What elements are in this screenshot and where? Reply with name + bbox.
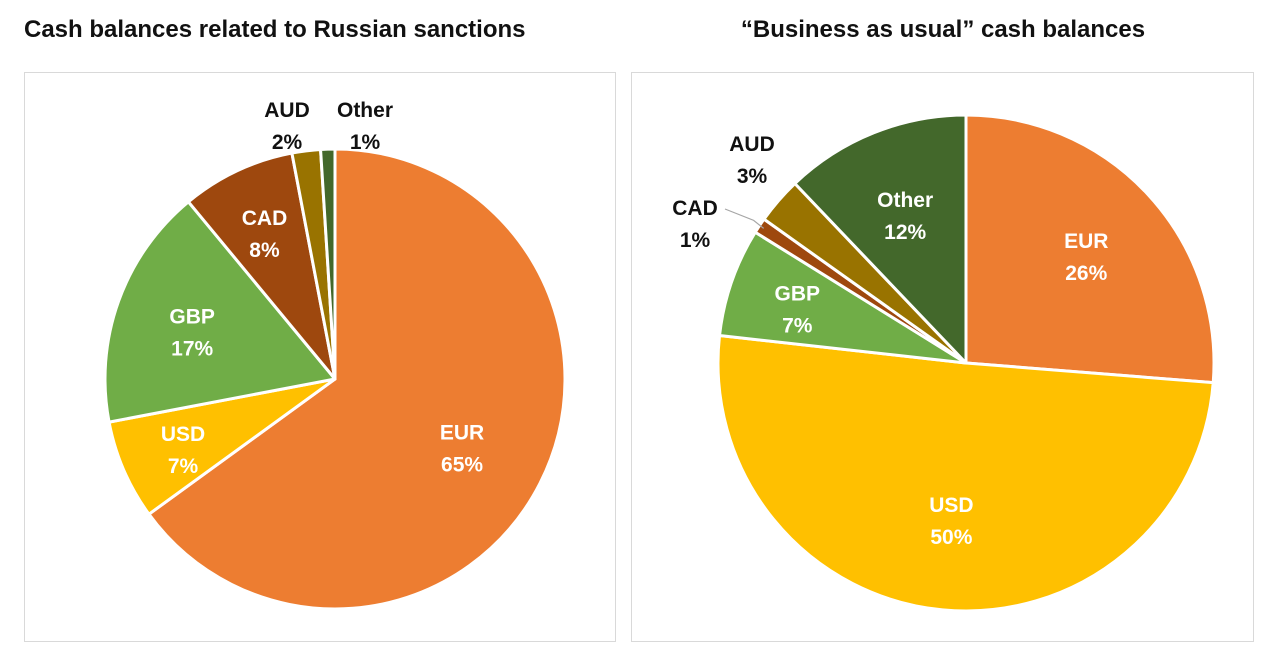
pie-slice-left-eur bbox=[147, 147, 567, 611]
slice-label-left-eur-value: 65% bbox=[441, 454, 483, 477]
slice-label-left-gbp-name: GBP bbox=[169, 306, 215, 329]
slice-label-right-cad-value: 1% bbox=[680, 229, 711, 252]
slice-label-left-usd-value: 7% bbox=[168, 455, 199, 478]
slice-label-right-eur-value: 26% bbox=[1065, 262, 1107, 285]
slice-label-right-eur-name: EUR bbox=[1064, 230, 1108, 253]
slice-label-right-cad-name: CAD bbox=[672, 197, 718, 220]
slice-label-right-aud-name: AUD bbox=[729, 133, 775, 156]
chart-title-right: “Business as usual” cash balances bbox=[740, 16, 1146, 43]
pie-slice-left-cad bbox=[186, 151, 337, 381]
chart-area-left: EUR 65% USD 7% GBP 17% CAD 8% AUD 2% Other 1% bbox=[24, 72, 616, 642]
slice-label-left-aud-name: AUD bbox=[264, 99, 310, 122]
slice-label-left-gbp-value: 17% bbox=[171, 338, 213, 361]
slice-label-left-other-name: Other bbox=[337, 99, 393, 122]
slice-label-left-other-value: 1% bbox=[350, 131, 381, 154]
pie-slice-left-other bbox=[319, 147, 337, 381]
pie-slice-right-eur bbox=[964, 113, 1216, 385]
slice-label-right-other-name: Other bbox=[877, 189, 933, 212]
slice-label-right-usd-name: USD bbox=[929, 494, 973, 517]
leader-line-right-cad bbox=[724, 208, 765, 229]
slice-label-left-aud-value: 2% bbox=[272, 131, 303, 154]
slice-label-right-other-value: 12% bbox=[884, 221, 926, 244]
chart-title-left: Cash balances related to Russian sanctio… bbox=[24, 16, 526, 43]
pie-slice-right-other bbox=[793, 113, 968, 365]
slice-label-left-eur-name: EUR bbox=[440, 422, 484, 445]
pie-slice-left-gbp bbox=[103, 200, 337, 424]
pie-chart-right: EUR 26% USD 50% GBP 7% CAD 1% AUD 3% Other 12% bbox=[672, 113, 1216, 613]
slice-label-right-gbp-name: GBP bbox=[775, 283, 821, 306]
slice-label-right-usd-value: 50% bbox=[930, 526, 972, 549]
slice-label-left-usd-name: USD bbox=[161, 423, 205, 446]
pie-slice-right-gbp bbox=[718, 230, 968, 365]
pie-chart-left: EUR 65% USD 7% GBP 17% CAD 8% AUD 2% Other 1% bbox=[103, 99, 567, 611]
slice-label-left-cad-value: 8% bbox=[249, 239, 280, 262]
chart-area-right: EUR 26% USD 50% GBP 7% CAD 1% AUD 3% Other 12% bbox=[631, 72, 1254, 642]
pie-slice-right-usd bbox=[716, 334, 1215, 613]
slice-label-right-gbp-value: 7% bbox=[782, 315, 813, 338]
slice-label-right-aud-value: 3% bbox=[737, 165, 768, 188]
slice-label-left-cad-name: CAD bbox=[242, 207, 288, 230]
